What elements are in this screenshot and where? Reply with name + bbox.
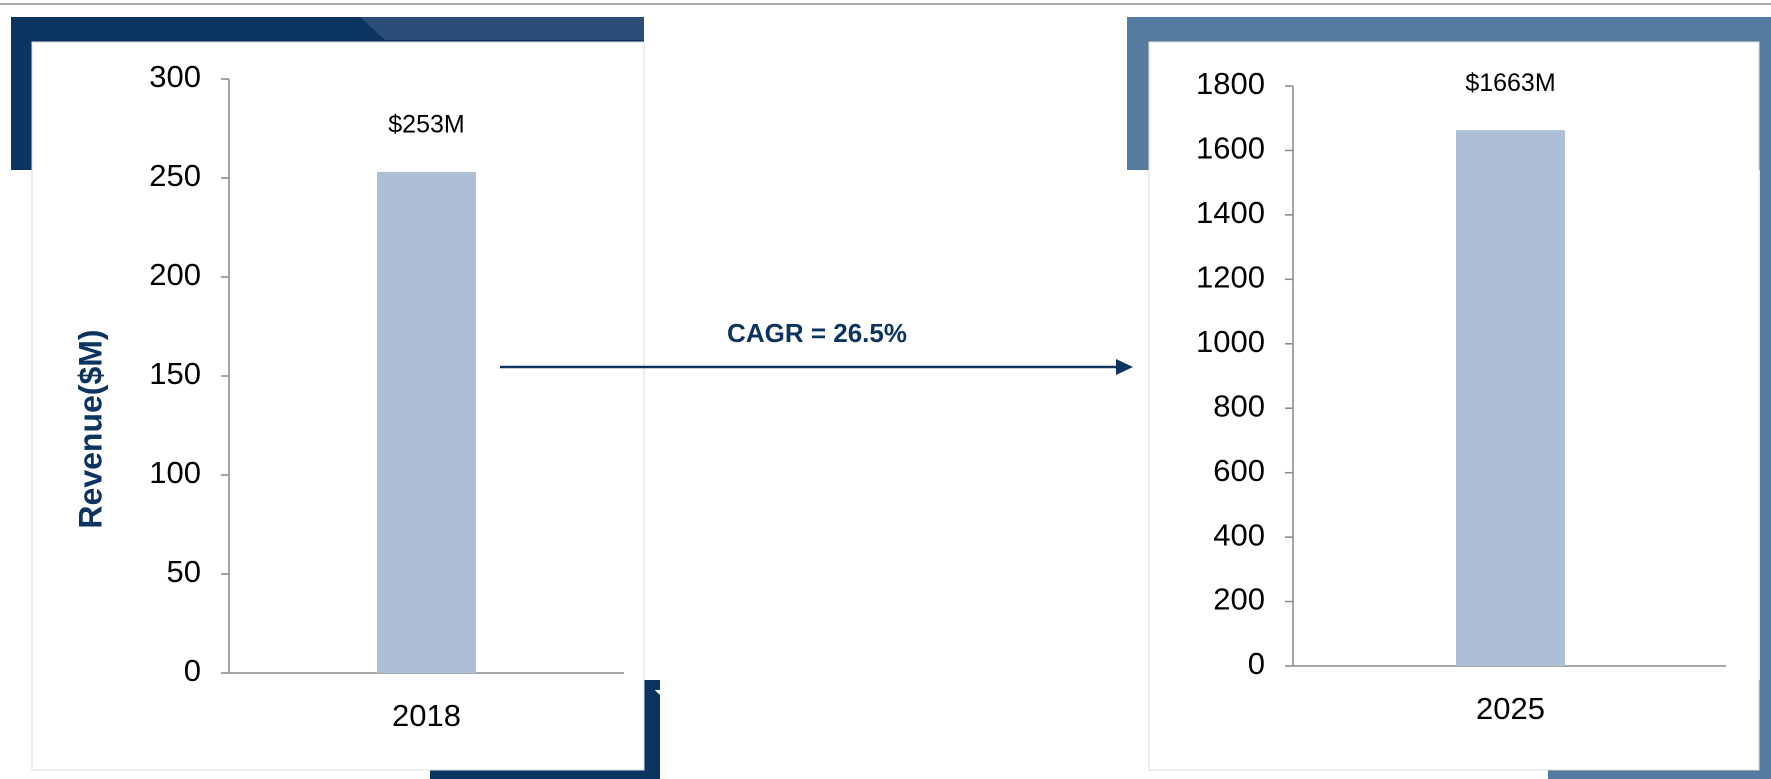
y-tick-label: 200: [1213, 582, 1265, 617]
panel-left: [31, 41, 645, 771]
y-tick-label: 250: [149, 158, 201, 193]
y-tick-label: 150: [149, 356, 201, 391]
value-label: $253M: [388, 111, 464, 139]
y-axis-label: Revenue($M): [72, 329, 108, 528]
x-tick-label: 2025: [1476, 691, 1545, 726]
y-tick-label: 800: [1213, 388, 1265, 423]
y-tick-label: 400: [1213, 517, 1265, 552]
y-tick-label: 1200: [1196, 260, 1265, 295]
frame-left-accent: [360, 17, 644, 40]
y-tick-label: 1000: [1196, 324, 1265, 359]
cagr-label: CAGR = 26.5%: [727, 318, 907, 348]
y-tick-label: 1400: [1196, 195, 1265, 230]
y-tick-label: 50: [167, 554, 201, 589]
arrow-head: [1116, 359, 1133, 375]
y-tick-label: 0: [1248, 646, 1265, 681]
y-tick-label: 600: [1213, 453, 1265, 488]
y-tick-label: 200: [149, 257, 201, 292]
panel-right: [1148, 41, 1760, 771]
bar: [377, 172, 476, 673]
y-tick-label: 100: [149, 455, 201, 490]
y-tick-label: 300: [149, 59, 201, 94]
y-tick-label: 1800: [1196, 66, 1265, 101]
y-tick-label: 0: [184, 653, 201, 688]
value-label: $1663M: [1465, 69, 1555, 97]
y-tick-label: 1600: [1196, 131, 1265, 166]
bar: [1456, 130, 1565, 667]
x-tick-label: 2018: [392, 698, 461, 733]
